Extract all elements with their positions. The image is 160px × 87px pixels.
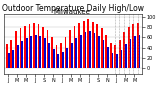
Bar — [74, 26, 76, 68]
Bar — [71, 43, 73, 68]
Bar — [56, 45, 57, 68]
Bar — [119, 40, 121, 68]
Bar — [60, 43, 62, 68]
Bar — [94, 33, 95, 68]
Bar — [96, 24, 98, 68]
Bar — [84, 32, 86, 68]
Bar — [83, 21, 84, 68]
Bar — [33, 23, 35, 68]
Bar — [137, 23, 139, 68]
Bar — [123, 32, 125, 68]
Bar — [51, 37, 53, 68]
Bar — [39, 36, 41, 68]
Bar — [103, 40, 104, 68]
Bar — [20, 28, 21, 68]
Bar — [78, 23, 80, 68]
Bar — [125, 44, 127, 68]
Bar — [101, 28, 103, 68]
Bar — [15, 31, 17, 68]
Bar — [28, 24, 30, 68]
Bar — [121, 50, 122, 68]
Bar — [65, 37, 66, 68]
Bar — [42, 27, 44, 68]
Bar — [92, 22, 94, 68]
Bar — [47, 29, 48, 68]
Bar — [89, 31, 91, 68]
Bar — [17, 45, 19, 68]
Bar — [44, 38, 46, 68]
Bar — [130, 39, 132, 68]
Bar — [98, 36, 100, 68]
Text: Milwaukee: Milwaukee — [54, 9, 90, 15]
Bar — [26, 38, 28, 68]
Bar — [112, 53, 113, 68]
Bar — [116, 54, 118, 68]
Bar — [57, 54, 59, 68]
Bar — [11, 40, 12, 68]
Bar — [105, 35, 107, 68]
Bar — [107, 47, 109, 68]
Bar — [87, 19, 89, 68]
Bar — [132, 24, 134, 68]
Bar — [8, 53, 10, 68]
Bar — [62, 52, 64, 68]
Bar — [76, 38, 77, 68]
Bar — [139, 35, 140, 68]
Bar — [110, 43, 112, 68]
Bar — [21, 41, 23, 68]
Bar — [12, 50, 14, 68]
Bar — [6, 44, 8, 68]
Bar — [35, 35, 37, 68]
Bar — [66, 48, 68, 68]
Bar — [134, 36, 136, 68]
Bar — [38, 24, 39, 68]
Bar — [30, 36, 32, 68]
Bar — [80, 35, 82, 68]
Bar — [48, 43, 50, 68]
Bar — [114, 45, 116, 68]
Title: Outdoor Temperature Daily High/Low: Outdoor Temperature Daily High/Low — [2, 4, 144, 13]
Bar — [128, 27, 130, 68]
Bar — [24, 26, 26, 68]
Bar — [69, 29, 71, 68]
Bar — [53, 49, 55, 68]
